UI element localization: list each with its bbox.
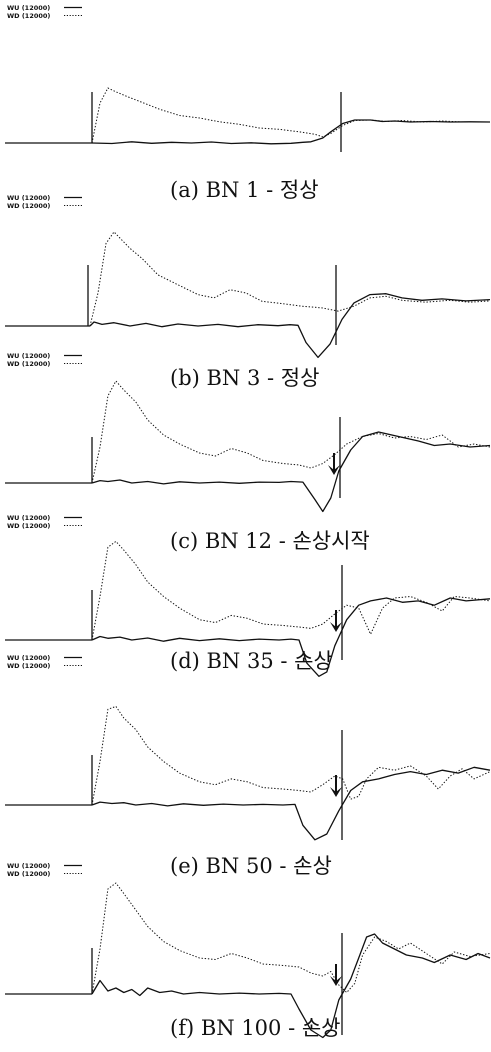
legend-label: WU (12000)	[7, 514, 50, 522]
chart-panel-2: WU (12000)WD (12000)(b) BN 3 - 정상	[5, 194, 491, 390]
series-wd-line	[91, 540, 491, 641]
legend: WU (12000)WD (12000)	[7, 352, 82, 368]
legend-label: WU (12000)	[7, 4, 50, 12]
series-wu-line	[91, 597, 491, 677]
series-wu-line	[89, 293, 491, 359]
legend-label: WU (12000)	[7, 654, 50, 662]
series-wu-line	[91, 431, 491, 513]
series-wd-line	[91, 705, 491, 806]
series-wd-line	[91, 87, 490, 144]
legend-label: WD (12000)	[7, 12, 50, 20]
panel-caption: (f) BN 100 - 손상	[170, 1016, 341, 1040]
series-wd-line	[91, 882, 491, 995]
legend: WU (12000)WD (12000)	[7, 654, 82, 670]
series-wd-line	[91, 380, 491, 484]
panel-caption: (e) BN 50 - 손상	[170, 854, 332, 878]
down-arrow-icon	[330, 964, 342, 986]
panel-caption: (b) BN 3 - 정상	[170, 366, 319, 390]
legend-label: WU (12000)	[7, 862, 50, 870]
legend-label: WD (12000)	[7, 662, 50, 670]
legend-label: WU (12000)	[7, 352, 50, 360]
series-wu-line	[91, 933, 491, 1039]
panel-caption: (c) BN 12 - 손상시작	[170, 529, 370, 553]
series-wd-line	[89, 231, 491, 327]
chart-panel-1: WU (12000)WD (12000)(a) BN 1 - 정상	[5, 4, 491, 202]
legend-label: WD (12000)	[7, 202, 50, 210]
legend-label: WD (12000)	[7, 360, 50, 368]
legend: WU (12000)WD (12000)	[7, 514, 82, 530]
down-arrow-icon	[328, 453, 340, 475]
chart-panel-6: WU (12000)WD (12000) (f) BN 100 - 손상	[5, 862, 491, 1040]
panel-caption: (a) BN 1 - 정상	[170, 178, 319, 202]
legend: WU (12000)WD (12000)	[7, 4, 82, 20]
series-wu-line	[91, 766, 491, 841]
panel-caption: (d) BN 35 - 손상	[170, 649, 333, 673]
legend-label: WD (12000)	[7, 870, 50, 878]
down-arrow-icon	[330, 775, 342, 797]
chart-panel-3: WU (12000)WD (12000)(c) BN 12 - 손상시작	[5, 352, 491, 553]
chart-panel-4: WU (12000)WD (12000)(d) BN 35 - 손상	[5, 514, 491, 677]
chart-panel-5: WU (12000)WD (12000)(e) BN 50 - 손상	[5, 654, 491, 878]
legend: WU (12000)WD (12000)	[7, 194, 82, 210]
legend-label: WU (12000)	[7, 194, 50, 202]
down-arrow-icon	[330, 610, 342, 632]
legend-label: WD (12000)	[7, 522, 50, 530]
legend: WU (12000)WD (12000)	[7, 862, 82, 878]
series-wu-line	[91, 119, 491, 145]
